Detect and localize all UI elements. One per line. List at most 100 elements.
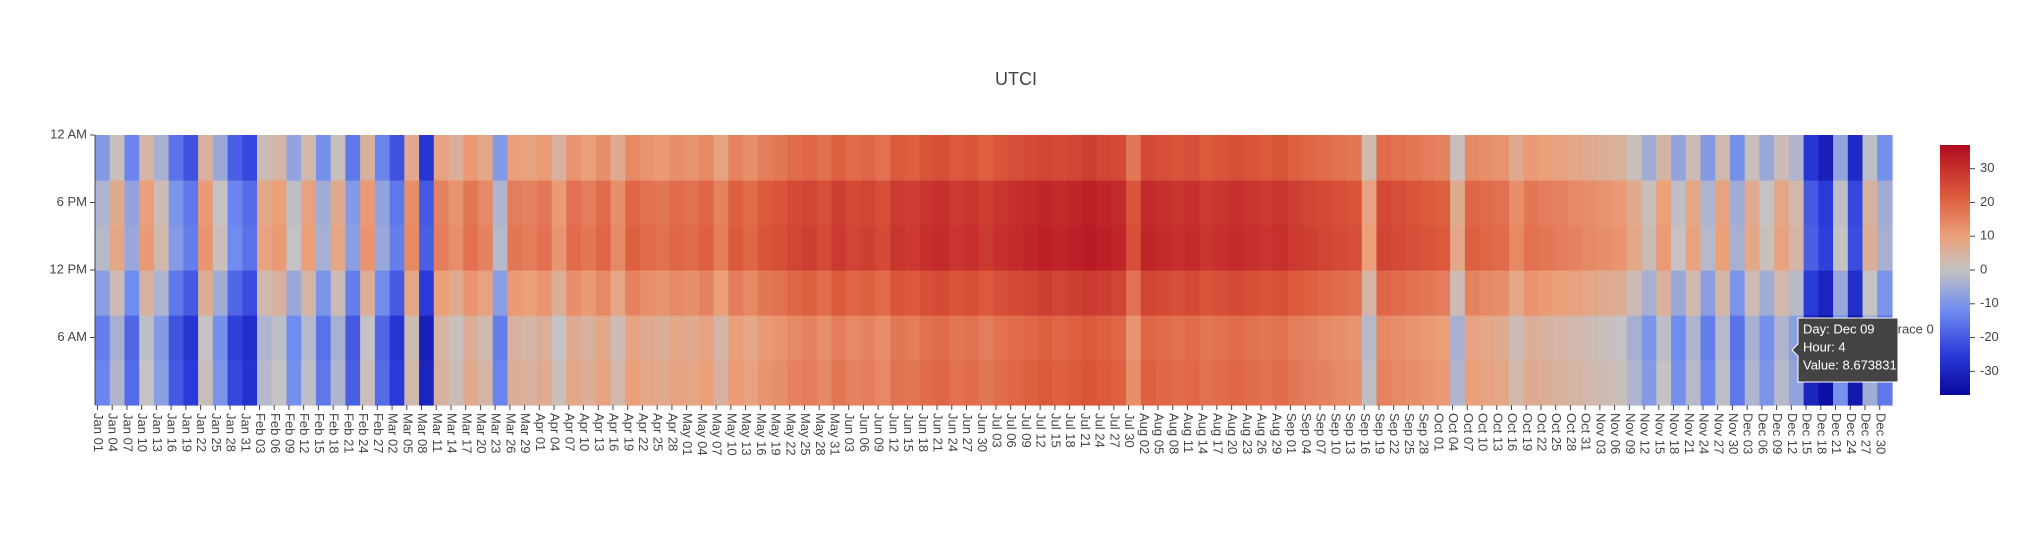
- heatmap-cell: [669, 135, 685, 181]
- x-tick-label: May 10: [724, 413, 739, 456]
- x-tick-label: Sep 07: [1314, 413, 1329, 454]
- heatmap-cell: [890, 315, 906, 361]
- heatmap-cell: [1774, 180, 1790, 226]
- heatmap-cell: [389, 315, 405, 361]
- heatmap-cell: [1258, 315, 1274, 361]
- heatmap-cell: [1538, 270, 1554, 316]
- heatmap-cell: [949, 180, 965, 226]
- heatmap-cell: [1317, 270, 1333, 316]
- heatmap-cell: [1022, 360, 1039, 406]
- x-tick-label: Jul 06: [1004, 413, 1019, 448]
- heatmap-cell: [1126, 135, 1142, 181]
- heatmap-cell: [227, 180, 243, 226]
- heatmap-cell: [1818, 135, 1834, 181]
- heatmap-cell: [698, 180, 715, 226]
- heatmap-cell: [1302, 225, 1319, 271]
- heatmap-cell: [772, 135, 788, 181]
- heatmap-cell: [698, 315, 715, 361]
- x-tick-label: May 19: [769, 413, 784, 456]
- heatmap-cell: [1420, 360, 1436, 406]
- x-tick-label: Jun 03: [842, 413, 857, 452]
- heatmap-cell: [419, 225, 435, 271]
- heatmap-cell: [787, 180, 803, 226]
- heatmap-cell: [1420, 180, 1436, 226]
- heatmap-cell: [404, 315, 420, 361]
- heatmap-cell: [1067, 270, 1083, 316]
- heatmap-cell: [95, 135, 111, 181]
- heatmap-cell: [1170, 360, 1186, 406]
- heatmap-cell: [1464, 180, 1481, 226]
- heatmap-cell: [1199, 135, 1216, 181]
- heatmap-cell: [1391, 180, 1407, 226]
- heatmap-cell: [919, 180, 936, 226]
- x-tick-label: Apr 28: [665, 413, 680, 451]
- heatmap-cell: [1700, 270, 1716, 316]
- heatmap-cell: [816, 225, 833, 271]
- heatmap-cell: [286, 135, 302, 181]
- heatmap-cell: [1361, 270, 1378, 316]
- heatmap-cell: [743, 270, 759, 316]
- x-tick-label: Nov 03: [1593, 413, 1608, 454]
- heatmap-cell: [772, 180, 788, 226]
- heatmap-cell: [1273, 135, 1289, 181]
- heatmap-cell: [345, 225, 361, 271]
- heatmap-cell: [654, 360, 671, 406]
- heatmap-cell: [1096, 270, 1112, 316]
- heatmap-cell: [1170, 180, 1186, 226]
- heatmap-cell: [419, 180, 435, 226]
- heatmap-cell: [1008, 135, 1024, 181]
- heatmap-cell: [654, 180, 671, 226]
- heatmap-cell: [625, 135, 641, 181]
- heatmap-cell: [1258, 180, 1274, 226]
- heatmap-cell: [257, 135, 273, 181]
- x-tick-label: May 13: [739, 413, 754, 456]
- heatmap-cell: [1464, 225, 1481, 271]
- heatmap-cell: [1405, 270, 1422, 316]
- heatmap-cell: [1729, 270, 1746, 316]
- heatmap-cell: [905, 135, 921, 181]
- heatmap-cell: [360, 135, 376, 181]
- colorbar: [1940, 145, 1970, 395]
- x-tick-label: Mar 20: [474, 413, 489, 453]
- heatmap-cell: [522, 225, 538, 271]
- heatmap-cell: [1715, 225, 1731, 271]
- heatmap-cell: [153, 360, 170, 406]
- x-tick-label: Aug 29: [1269, 413, 1284, 454]
- heatmap-cell: [360, 270, 376, 316]
- heatmap-cell: [551, 180, 567, 226]
- heatmap-cell: [1288, 315, 1304, 361]
- heatmap-cell: [1126, 270, 1142, 316]
- heatmap-cell: [1111, 225, 1127, 271]
- x-tick-label: Mar 17: [459, 413, 474, 453]
- x-tick-label: Aug 26: [1255, 413, 1270, 454]
- heatmap-cell: [389, 360, 405, 406]
- heatmap-cell: [1288, 360, 1304, 406]
- heatmap-cell: [1671, 360, 1687, 406]
- heatmap-cell: [1641, 225, 1657, 271]
- heatmap-cell: [1656, 360, 1672, 406]
- heatmap-cell: [1597, 135, 1613, 181]
- heatmap-cell: [1788, 180, 1805, 226]
- heatmap-cell: [1744, 360, 1761, 406]
- heatmap-cell: [448, 315, 464, 361]
- x-tick-label: Apr 25: [651, 413, 666, 451]
- heatmap-cell: [168, 270, 184, 316]
- x-tick-label: Jun 06: [857, 413, 872, 452]
- heatmap-cell: [787, 135, 803, 181]
- heatmap-cell: [639, 225, 656, 271]
- heatmap-cell: [1494, 180, 1510, 226]
- heatmap-cell: [1759, 135, 1775, 181]
- heatmap-cell: [1612, 135, 1628, 181]
- colorbar-tick-label: -10: [1980, 295, 1999, 310]
- heatmap-cell: [595, 180, 612, 226]
- x-tick-label: Aug 08: [1166, 413, 1181, 454]
- heatmap-cell: [389, 135, 405, 181]
- heatmap-cell: [301, 315, 317, 361]
- x-tick-label: Jan 19: [179, 413, 194, 452]
- heatmap-cell: [1258, 135, 1274, 181]
- heatmap-cell: [1597, 270, 1613, 316]
- heatmap-cell: [684, 180, 700, 226]
- heatmap-cell: [448, 135, 464, 181]
- heatmap-cell: [139, 180, 155, 226]
- x-tick-label: Aug 20: [1225, 413, 1240, 454]
